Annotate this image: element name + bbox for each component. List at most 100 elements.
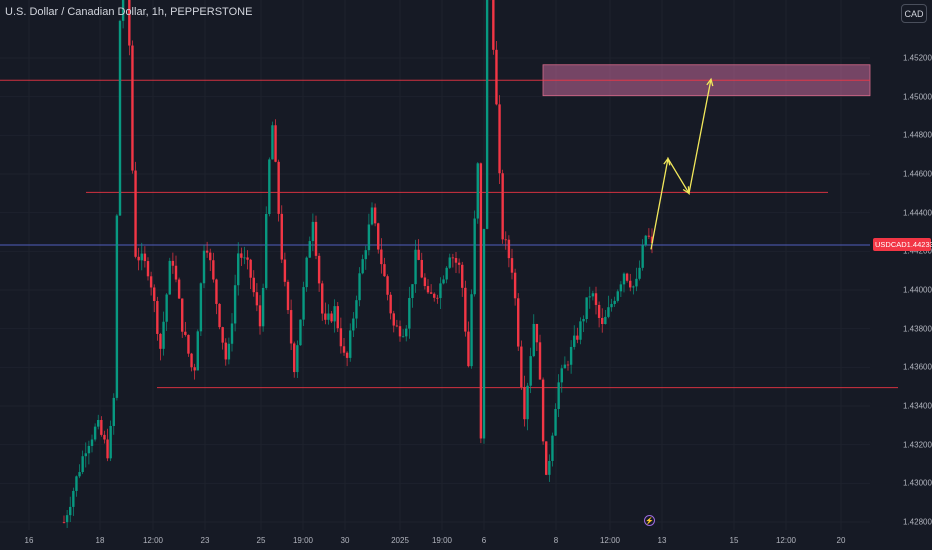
projection-path xyxy=(650,77,714,250)
candle-body xyxy=(112,397,115,426)
candle-body xyxy=(84,453,87,457)
projection-arrowhead xyxy=(682,186,690,195)
candle-body xyxy=(274,125,277,162)
candle-body xyxy=(193,367,196,371)
candle-body xyxy=(339,328,343,347)
candle-body xyxy=(345,352,349,358)
price-label-value: 1.44233 xyxy=(906,240,932,249)
candle-body xyxy=(436,297,439,299)
candle-body xyxy=(128,0,131,46)
x-tick-label: 25 xyxy=(256,536,266,545)
candle-body xyxy=(377,223,380,250)
y-tick-label: 1.43600 xyxy=(903,362,932,372)
candle-body xyxy=(429,292,433,294)
candle-body xyxy=(330,313,333,322)
candle-body xyxy=(526,385,529,420)
candle-body xyxy=(647,235,651,237)
candle-body xyxy=(380,249,383,265)
candle-body xyxy=(187,334,190,354)
candle-body xyxy=(286,281,290,311)
candle-body xyxy=(420,259,423,278)
candle-body xyxy=(93,426,97,440)
candle-body xyxy=(221,327,224,343)
candle-body xyxy=(321,283,324,314)
candle-body xyxy=(171,260,175,266)
candle-body xyxy=(81,456,84,473)
price-chart[interactable] xyxy=(0,0,932,530)
x-tick-label: 6 xyxy=(481,536,487,545)
candle-body xyxy=(280,213,283,260)
candle-body xyxy=(115,215,119,398)
candle-body xyxy=(224,342,227,360)
candle-body xyxy=(398,326,402,337)
candle-body xyxy=(467,331,470,367)
candle-body xyxy=(240,253,243,258)
candle-body xyxy=(548,460,551,475)
candle-body xyxy=(520,346,523,388)
x-tick-label: 12:00 xyxy=(599,536,621,545)
candle-body xyxy=(563,364,567,369)
y-tick-label: 1.45200 xyxy=(903,53,932,63)
candle-body xyxy=(510,258,514,273)
candle-body xyxy=(554,408,557,436)
candle-body xyxy=(532,323,535,357)
price-label-symbol: USDCAD xyxy=(875,240,907,249)
x-tick-label: 2025 xyxy=(391,536,409,545)
candle-body xyxy=(607,307,610,317)
candle-body xyxy=(218,303,221,328)
candle-body xyxy=(118,20,122,216)
x-tick-label: 19:00 xyxy=(292,536,314,545)
time-axis[interactable]: 16 18 12:00 23 25 19:00 30 2025 19:00 6 8 12:00 13 15… xyxy=(0,530,932,550)
candle-body xyxy=(470,294,473,367)
candle-body xyxy=(638,267,641,279)
candle-body xyxy=(355,300,358,319)
candle-body xyxy=(613,300,616,305)
candle-body xyxy=(296,345,299,373)
x-tick-label: 19:00 xyxy=(431,536,453,545)
support-resistance-lines xyxy=(0,79,898,389)
candle-body xyxy=(541,379,545,442)
candle-body xyxy=(237,253,240,286)
candle-body xyxy=(604,316,607,325)
lightning-icon[interactable]: ⚡ xyxy=(644,515,655,526)
candle-body xyxy=(311,221,315,242)
candle-body xyxy=(146,261,150,277)
candle-body xyxy=(622,273,626,285)
candle-body xyxy=(212,260,215,280)
candle-body xyxy=(333,306,336,322)
candle-body xyxy=(65,515,69,523)
candle-body xyxy=(448,257,451,268)
candle-body xyxy=(97,419,100,427)
candle-body xyxy=(408,298,411,329)
candle-body xyxy=(153,287,156,302)
candle-body xyxy=(573,335,576,347)
candle-body xyxy=(423,277,427,287)
candle-body xyxy=(255,292,259,306)
candle-body xyxy=(293,343,296,373)
candle-body xyxy=(386,276,389,295)
price-axis[interactable]: 1.45200 1.45000 1.44800 1.44600 1.44400 1.442… xyxy=(870,0,932,530)
x-tick-label: 12:00 xyxy=(142,536,164,545)
candle-body xyxy=(383,264,386,277)
candle-body xyxy=(498,104,501,174)
candle-body xyxy=(327,313,330,320)
x-tick-label: 30 xyxy=(340,536,350,545)
candle-body xyxy=(417,249,420,260)
candle-body xyxy=(405,328,408,337)
candle-body xyxy=(517,298,520,347)
candle-body xyxy=(392,313,395,326)
x-tick-label: 13 xyxy=(657,536,667,545)
candle-body xyxy=(349,330,352,358)
candle-body xyxy=(156,301,159,334)
candle-body xyxy=(140,253,143,261)
currency-button[interactable]: CAD xyxy=(901,4,927,23)
projection-arrowhead xyxy=(706,77,714,87)
candle-body xyxy=(588,296,591,298)
candle-body xyxy=(69,506,72,516)
y-tick-label: 1.44200 xyxy=(903,246,932,256)
candle-body xyxy=(215,279,218,304)
candle-body xyxy=(632,286,635,288)
y-tick-label: 1.44400 xyxy=(903,208,932,218)
candle-body xyxy=(461,264,464,288)
candle-body xyxy=(585,297,588,320)
